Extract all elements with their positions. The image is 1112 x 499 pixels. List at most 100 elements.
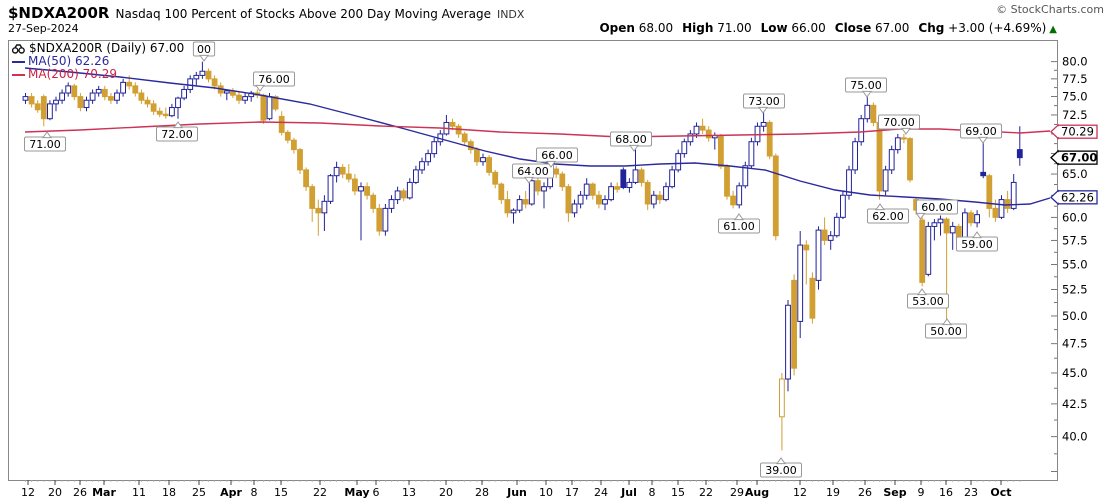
candle-body (474, 149, 480, 163)
candle-body (138, 92, 145, 101)
candle-body (498, 183, 505, 201)
price-annotation-box (253, 71, 295, 87)
candle-body (925, 225, 932, 275)
svg-text:Mar: Mar (92, 486, 116, 499)
svg-text:62.26: 62.26 (1061, 190, 1094, 204)
quote-row: Open 68.00 High 71.00 Low 66.00 Close 67.00… (590, 21, 1057, 35)
candle-body (992, 207, 999, 218)
candle-body (675, 153, 682, 171)
svg-text:64.00: 64.00 (517, 165, 549, 178)
ma50-line-swatch (12, 60, 25, 63)
candle-body (303, 169, 310, 188)
candle-body (419, 161, 425, 171)
quote-label: Low (760, 21, 788, 35)
candle-body (449, 121, 456, 127)
svg-text:Jun: Jun (506, 486, 527, 499)
candle-body (980, 171, 987, 177)
candle-body (779, 378, 785, 418)
candle-body (516, 199, 523, 211)
candle-body (339, 166, 346, 175)
candle-body (785, 304, 791, 380)
candle-body (77, 96, 84, 109)
svg-text:Oct: Oct (990, 486, 1011, 499)
candle-body (620, 169, 627, 189)
candle-body (718, 134, 724, 168)
svg-text:39.00: 39.00 (765, 464, 797, 477)
candle-body (297, 149, 303, 171)
candle-body (455, 125, 462, 135)
svg-text:73.00: 73.00 (748, 95, 780, 108)
candle-body (132, 85, 139, 94)
svg-text:23: 23 (964, 486, 978, 499)
candle-body (833, 216, 840, 237)
candle-body (187, 78, 194, 90)
svg-text:22: 22 (699, 486, 713, 499)
candle-body (535, 180, 541, 192)
candle-body (327, 175, 334, 202)
svg-text:22: 22 (313, 486, 327, 499)
candle-body (40, 96, 47, 120)
quote-label: Chg (918, 21, 945, 35)
candle-body (882, 169, 889, 192)
svg-text:71.00: 71.00 (29, 138, 61, 151)
chart-date: 27-Sep-2024 (8, 22, 79, 35)
candle-body (169, 107, 175, 117)
candle-body (888, 149, 895, 171)
binoculars-icon[interactable] (12, 43, 25, 54)
svg-text:70.29: 70.29 (1061, 125, 1094, 139)
candle-body (260, 94, 267, 121)
candle-body (156, 110, 163, 115)
candle-body (657, 194, 663, 201)
candle-body (986, 175, 993, 209)
candle-body (687, 133, 694, 143)
svg-text:20: 20 (48, 486, 62, 499)
svg-text:75.00: 75.00 (850, 79, 882, 92)
svg-text:12: 12 (21, 486, 35, 499)
candle-body (974, 214, 981, 224)
svg-text:19: 19 (826, 486, 840, 499)
change-up-arrow-icon: ▲ (1049, 24, 1057, 35)
candle-body (827, 235, 834, 241)
svg-text:10: 10 (539, 486, 553, 499)
candle-body (126, 81, 133, 87)
candle-body (236, 94, 242, 101)
candle-body (486, 157, 493, 173)
candle-body (291, 139, 297, 151)
candle-body (589, 183, 596, 196)
candle-body (47, 103, 53, 120)
candle-body (772, 155, 779, 237)
candle-body (266, 96, 273, 120)
candle-body (998, 199, 1005, 218)
candle-body (242, 96, 248, 101)
symbol: $NDXA200R (8, 4, 110, 22)
price-annotation-box (916, 199, 958, 215)
candle-body (705, 129, 712, 139)
candle-body (65, 85, 72, 94)
candle-body (382, 207, 389, 232)
candle-body (425, 153, 432, 163)
candle-body (748, 141, 755, 167)
candle-body (760, 121, 767, 127)
y-axis: 80.0 77.5 75.0 72.5 65.0 60.0 57.5 55.0 52.5 50.0… (1051, 55, 1088, 473)
copyright: © StockCharts.com (996, 3, 1104, 16)
svg-text:76.00: 76.00 (258, 73, 290, 86)
candle-body (791, 279, 798, 369)
svg-text:60.0: 60.0 (1062, 210, 1088, 224)
svg-text:29: 29 (730, 486, 744, 499)
candle-body (376, 207, 383, 232)
svg-text:45.0: 45.0 (1062, 366, 1088, 380)
candle-body (608, 186, 615, 201)
legend-main-series: $NDXA200R (Daily) 67.00 (29, 41, 185, 55)
svg-text:12: 12 (793, 486, 807, 499)
candle-body (931, 222, 938, 227)
svg-text:24: 24 (594, 486, 608, 499)
candle-body (742, 165, 749, 187)
quote-label: High (682, 21, 714, 35)
x-axis: 12 20 26 Mar 11 18 25 Apr 8 15 22 May 6 13 20 28 Jun 10 17… (21, 480, 1021, 499)
candle-body (541, 186, 547, 192)
quote-value: 71.00 (713, 21, 752, 35)
candle-body (583, 183, 590, 196)
candle-body (364, 186, 371, 196)
svg-text:Aug: Aug (745, 486, 769, 499)
